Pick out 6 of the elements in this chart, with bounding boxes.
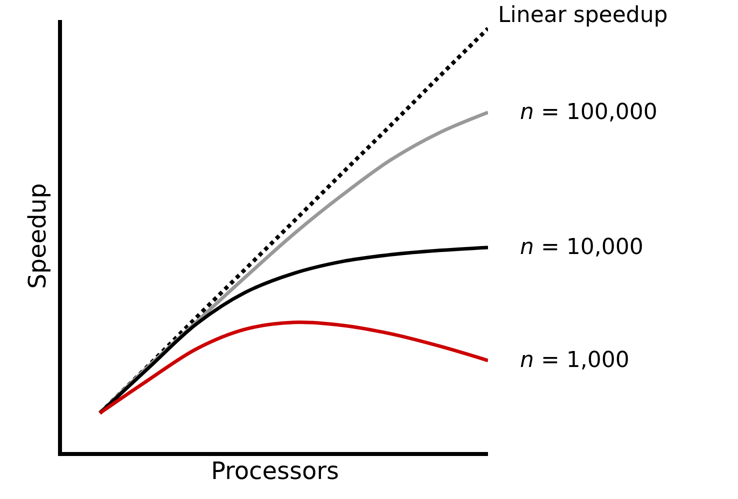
y-axis-title: Speedup	[24, 183, 52, 289]
series-label: n = 10,000	[520, 235, 644, 260]
series-label: Linear speedup	[498, 3, 668, 28]
series-label: n = 1,000	[520, 348, 630, 373]
series-label: n = 100,000	[520, 100, 658, 125]
x-axis-title: Processors	[210, 456, 340, 485]
